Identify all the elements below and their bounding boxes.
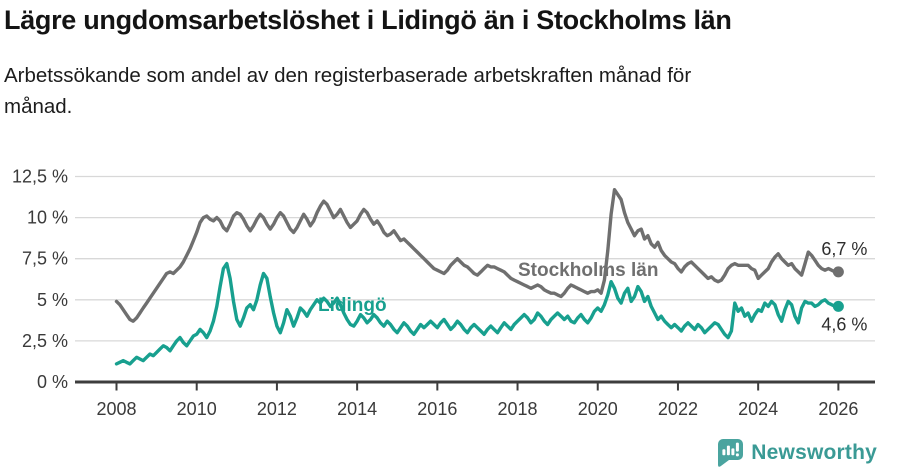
x-tick-label: 2018 xyxy=(498,399,538,419)
chart-subtitle: Arbetssökande som andel av den registerb… xyxy=(4,64,692,118)
x-tick-label: 2024 xyxy=(738,399,778,419)
series-end-dot-liding xyxy=(832,300,844,312)
series-end-value-stockholms-l-n: 6,7 % xyxy=(821,239,867,259)
series-label-stockholms-l-n: Stockholms län xyxy=(518,260,658,281)
x-tick-label: 2022 xyxy=(658,399,698,419)
x-tick-label: 2008 xyxy=(96,399,136,419)
y-tick-label: 7,5 % xyxy=(22,249,68,269)
series-end-dot-stockholms-l-n xyxy=(832,266,844,278)
x-tick-label: 2026 xyxy=(818,399,858,419)
newsworthy-logo-icon xyxy=(718,439,744,467)
brand-name: Newsworthy xyxy=(751,440,877,464)
x-tick-label: 2012 xyxy=(257,399,297,419)
y-tick-label: 5 % xyxy=(37,290,68,310)
series-line-liding xyxy=(114,261,841,366)
y-tick-label: 10 % xyxy=(27,208,68,228)
x-tick-label: 2020 xyxy=(578,399,618,419)
brand-footer: Newsworthy xyxy=(717,438,877,467)
y-tick-label: 12,5 % xyxy=(12,167,68,187)
series-label-liding: Lidingö xyxy=(318,295,387,316)
y-tick-label: 0 % xyxy=(37,372,68,392)
y-tick-label: 2,5 % xyxy=(22,331,68,351)
x-tick-label: 2014 xyxy=(337,399,377,419)
series-end-value-liding: 4,6 % xyxy=(821,314,867,334)
x-tick-label: 2010 xyxy=(177,399,217,419)
series-line-stockholms-l-n xyxy=(114,187,841,323)
x-tick-label: 2016 xyxy=(417,399,457,419)
chart-title: Lägre ungdomsarbetslöshet i Lidingö än i… xyxy=(4,5,732,35)
